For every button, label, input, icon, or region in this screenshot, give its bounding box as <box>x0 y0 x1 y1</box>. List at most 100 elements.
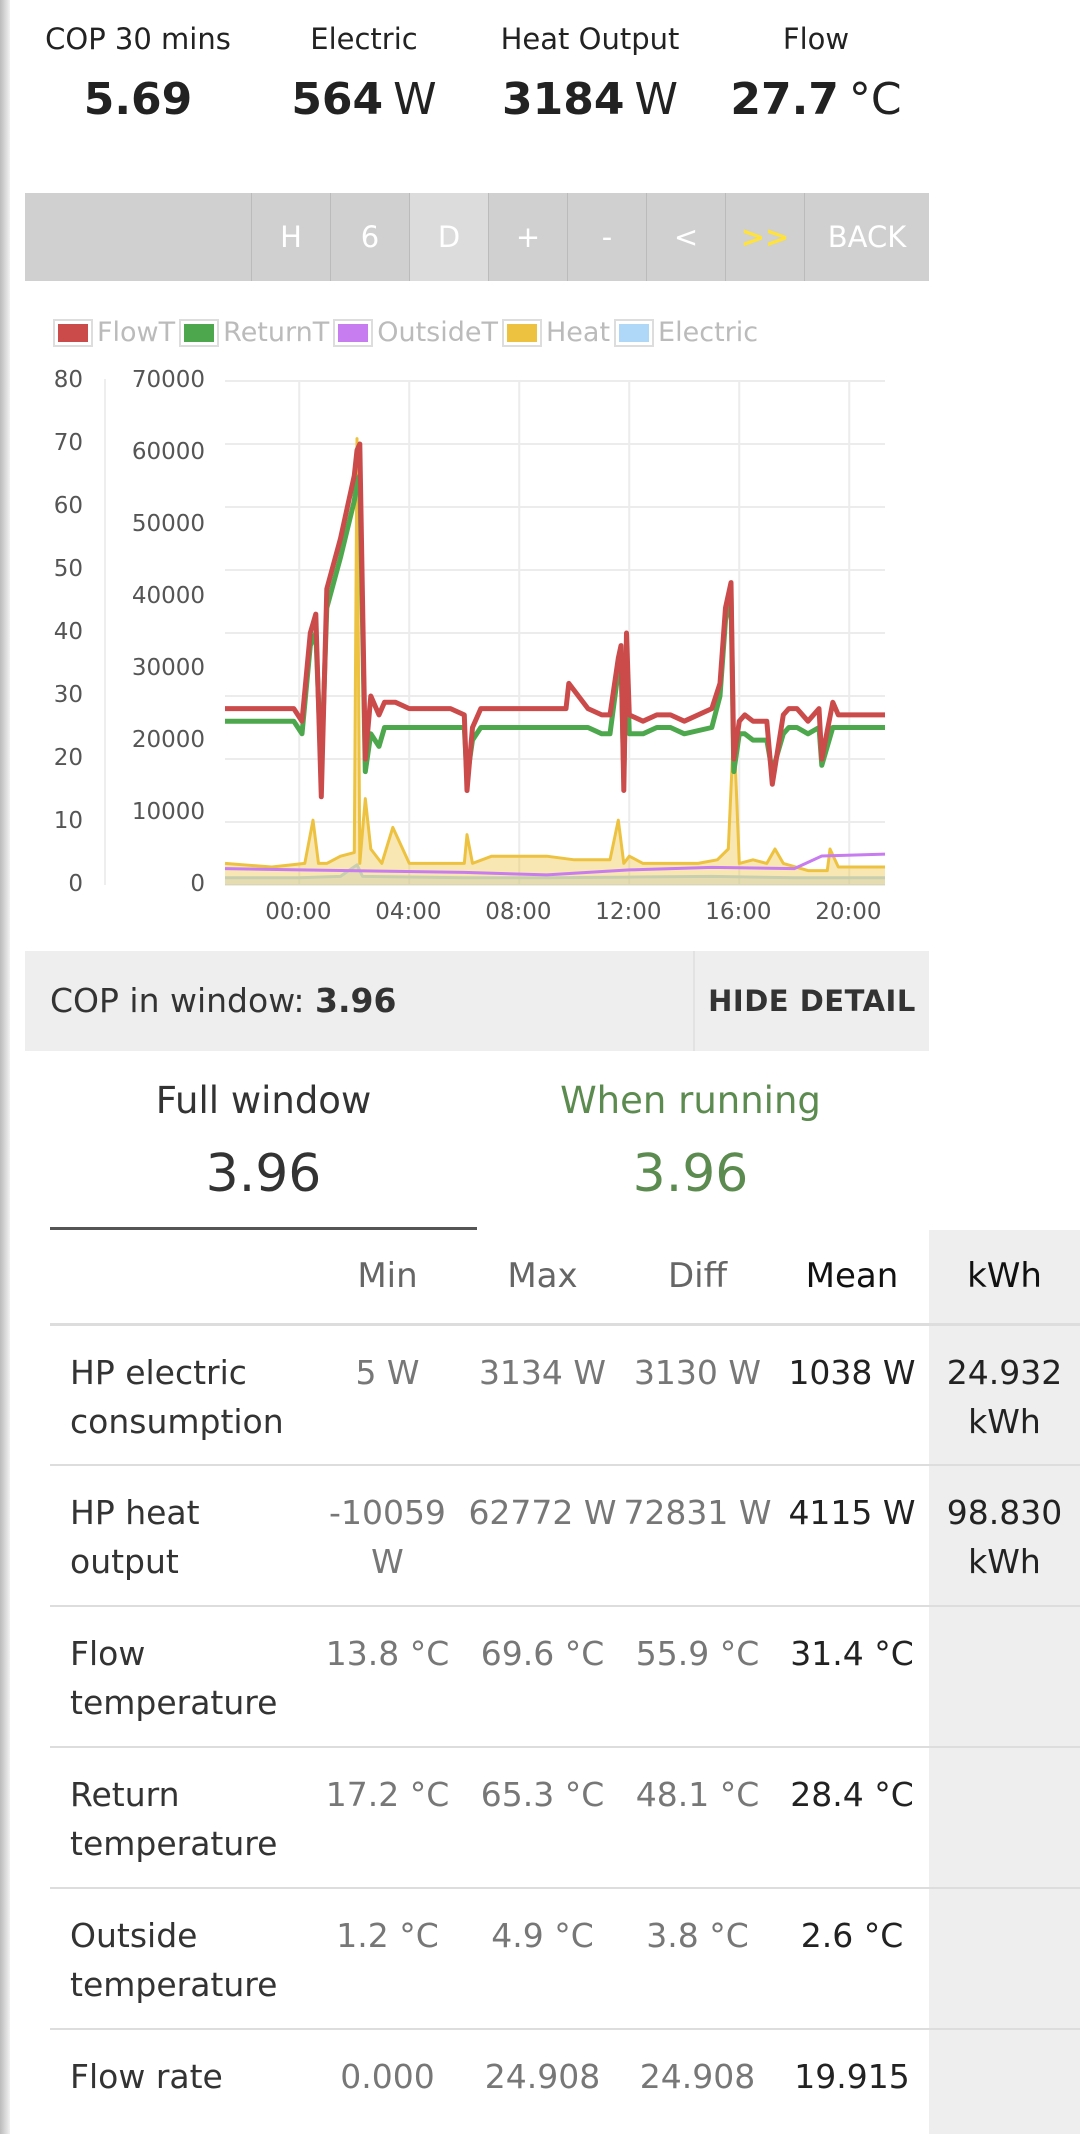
series-line-flowt <box>225 441 885 800</box>
zoom-out-button[interactable]: - <box>567 193 646 281</box>
cell-kwh: 98.830 kWh <box>929 1465 1080 1607</box>
chart-toolbar: H 6 D + - < >> BACK <box>25 193 929 281</box>
stat-value: 564 <box>291 74 384 125</box>
x-axis-tick: 12:00 <box>595 899 662 925</box>
hour-button[interactable]: H <box>251 193 330 281</box>
chart-legend: FlowT ReturnT OutsideT Heat Electric <box>53 317 762 348</box>
cop-tabs: Full window 3.96 When running 3.96 <box>50 1065 905 1230</box>
stat-unit: W <box>634 74 678 125</box>
cell-max: 24.908 <box>465 2029 620 2134</box>
stat-value: 5.69 <box>83 74 193 125</box>
page-shadow <box>0 0 10 2134</box>
cop-window-value: 3.96 <box>315 981 397 1020</box>
stat-label: COP 30 mins <box>45 22 231 56</box>
tab-label: When running <box>560 1079 821 1122</box>
col-header-diff: Diff <box>620 1230 775 1326</box>
stat-value: 27.7 <box>730 74 839 125</box>
cell-max: 62772 W <box>465 1465 620 1607</box>
cell-name: Return temperature <box>50 1747 310 1889</box>
cell-min: 13.8 °C <box>310 1606 465 1748</box>
x-axis-tick: 08:00 <box>485 899 552 925</box>
cell-diff: 55.9 °C <box>620 1606 775 1748</box>
left-axis-tick: 0 <box>68 871 83 897</box>
series-line-heat <box>224 437 885 873</box>
legend-label: Heat <box>546 317 611 348</box>
legend-label: FlowT <box>97 317 176 348</box>
day-button[interactable]: D <box>409 193 488 281</box>
cell-max: 3134 W <box>465 1324 620 1466</box>
left-axis-tick: 60 <box>53 493 83 519</box>
table-row: HP electric consumption 5 W 3134 W 3130 W 10… <box>50 1324 1080 1466</box>
cell-name: HP heat output <box>50 1465 310 1607</box>
legend-item-outsidet[interactable]: OutsideT <box>333 317 498 348</box>
cell-diff: 24.908 <box>620 2029 775 2134</box>
cell-diff: 3.8 °C <box>620 1888 775 2030</box>
left-axis-tick: 50 <box>53 556 83 582</box>
col-header-kwh: kWh <box>929 1230 1080 1326</box>
cell-kwh <box>929 2029 1080 2134</box>
six-hour-button[interactable]: 6 <box>330 193 409 281</box>
tab-full-window[interactable]: Full window 3.96 <box>50 1065 477 1230</box>
stat-value: 3184 <box>502 74 625 125</box>
legend-item-heat[interactable]: Heat <box>502 317 610 348</box>
cell-name: Flow rate <box>50 2029 310 2134</box>
table-header-row: Min Max Diff Mean kWh <box>50 1230 1080 1326</box>
cell-max: 69.6 °C <box>465 1606 620 1748</box>
right-axis-tick: 10000 <box>131 799 205 825</box>
stat-flow: Flow 27.7 °C <box>703 0 929 168</box>
left-axis-tick: 30 <box>53 682 83 708</box>
right-axis-tick: 40000 <box>131 583 205 609</box>
stat-label: Electric <box>310 22 418 56</box>
time-series-plot[interactable] <box>25 281 929 951</box>
cell-kwh: 24.932 kWh <box>929 1324 1080 1466</box>
cell-diff: 72831 W <box>620 1465 775 1607</box>
tab-value: 3.96 <box>205 1144 322 1204</box>
tab-when-running[interactable]: When running 3.96 <box>477 1065 904 1230</box>
stat-unit: W <box>393 74 437 125</box>
left-axis-tick: 40 <box>53 619 83 645</box>
series-line-electric <box>225 863 885 880</box>
cell-min: 0.000 <box>310 2029 465 2134</box>
cell-kwh <box>929 1888 1080 2030</box>
legend-item-flowt[interactable]: FlowT <box>53 317 175 348</box>
table-row: Outside temperature 1.2 °C 4.9 °C 3.8 °C 2.6… <box>50 1888 1080 2030</box>
cell-mean: 19.915 <box>775 2029 929 2134</box>
legend-swatch <box>507 323 537 342</box>
cell-diff: 48.1 °C <box>620 1747 775 1889</box>
cell-mean: 2.6 °C <box>775 1888 929 2030</box>
left-axis-tick: 80 <box>53 367 83 393</box>
col-header-mean: Mean <box>775 1230 929 1326</box>
legend-item-electric[interactable]: Electric <box>614 317 758 348</box>
table-row: HP heat output -10059 W 62772 W 72831 W 4115… <box>50 1465 1080 1607</box>
cell-max: 65.3 °C <box>465 1747 620 1889</box>
stat-heat-output: Heat Output 3184 W <box>477 0 703 168</box>
tab-value: 3.96 <box>632 1144 749 1204</box>
cell-kwh <box>929 1747 1080 1889</box>
right-axis-tick: 60000 <box>131 439 205 465</box>
col-header-min: Min <box>310 1230 465 1326</box>
hide-detail-button[interactable]: HIDE DETAIL <box>693 951 929 1051</box>
right-axis-tick: 30000 <box>131 655 205 681</box>
left-axis-tick: 10 <box>53 808 83 834</box>
chart-panel: FlowT ReturnT OutsideT Heat Electric 0 10… <box>25 281 929 951</box>
table-row: Return temperature 17.2 °C 65.3 °C 48.1 °C 2… <box>50 1747 1080 1889</box>
cell-name: Flow temperature <box>50 1606 310 1748</box>
cell-mean: 1038 W <box>775 1324 929 1466</box>
col-header-max: Max <box>465 1230 620 1326</box>
cell-diff: 3130 W <box>620 1324 775 1466</box>
cell-min: 5 W <box>310 1324 465 1466</box>
stat-label: Heat Output <box>500 22 680 56</box>
back-button[interactable]: BACK <box>804 193 929 281</box>
legend-swatch <box>619 323 650 342</box>
series-area-electric <box>225 864 885 885</box>
legend-item-returnt[interactable]: ReturnT <box>179 317 329 348</box>
tab-label: Full window <box>155 1079 372 1122</box>
cop-window-label: COP in window: <box>50 981 305 1020</box>
right-axis-tick: 70000 <box>131 367 205 393</box>
pan-right-fast-button[interactable]: >> <box>725 193 804 281</box>
table-row: Flow temperature 13.8 °C 69.6 °C 55.9 °C 31.… <box>50 1606 1080 1748</box>
pan-left-button[interactable]: < <box>646 193 725 281</box>
cell-name: HP electric consumption <box>50 1324 310 1466</box>
zoom-in-button[interactable]: + <box>488 193 567 281</box>
stats-header: COP 30 mins 5.69 Electric 564 W Heat Outp… <box>25 0 929 168</box>
